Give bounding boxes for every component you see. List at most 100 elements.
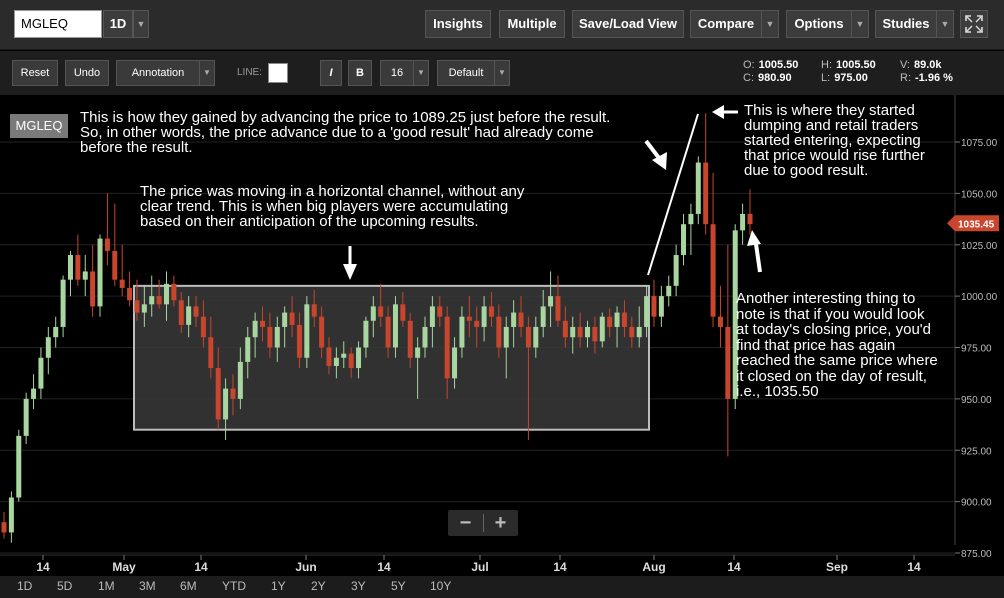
candle [193, 296, 199, 327]
annotation-closing: Another interesting thing to note is tha… [736, 291, 956, 400]
candle [208, 316, 214, 379]
studies-button[interactable]: Studies [875, 10, 937, 38]
candle-body [636, 326, 642, 338]
font-size-chevron-down-icon[interactable]: ▼ [413, 60, 429, 86]
candle [518, 296, 524, 338]
interval-chevron-down-icon[interactable]: ▼ [133, 10, 149, 38]
range-button-2y[interactable]: 2Y [311, 579, 326, 593]
candle [104, 193, 110, 266]
y-tick-label: 975.00 [961, 344, 992, 355]
range-button-3m[interactable]: 3M [139, 579, 156, 593]
range-button-1y[interactable]: 1Y [271, 579, 286, 593]
italic-button[interactable]: I [320, 60, 342, 86]
annotation-dumping-line: This is where they started [744, 102, 915, 119]
save-load-view-button[interactable]: Save/Load View [572, 10, 684, 38]
candle [163, 271, 169, 321]
candle-body [289, 312, 295, 325]
compare-chevron-down-icon[interactable]: ▼ [761, 10, 779, 38]
candle-body [666, 285, 672, 297]
candlestick-chart[interactable]: 1075.00 1050.00 1025.00 1000.00 975.00 950.00… [0, 95, 1004, 575]
insights-button[interactable]: Insights [425, 10, 491, 38]
candle-body [555, 296, 561, 321]
candle [245, 326, 251, 379]
compare-button[interactable]: Compare [690, 10, 762, 38]
range-button-6m[interactable]: 6M [180, 579, 197, 593]
candles-group [1, 113, 753, 543]
candle [466, 296, 472, 338]
interval-button[interactable]: 1D [103, 10, 133, 38]
candle-body [577, 326, 583, 338]
candle [636, 306, 642, 348]
high-label: H: [821, 59, 832, 71]
top-toolbar: MGLEQ 1D ▼ Insights Multiple Save/Load V… [0, 0, 1004, 50]
candle [378, 283, 384, 327]
candle [97, 234, 103, 317]
candle-body [503, 326, 509, 348]
y-tick-label: 1000.00 [961, 292, 998, 303]
candle [237, 347, 243, 410]
candle [400, 292, 406, 327]
candle-body [444, 316, 450, 379]
font-size-select[interactable]: 16 [380, 60, 414, 86]
candle-body [644, 296, 650, 327]
candle-body [459, 316, 465, 348]
zoom-in-button[interactable]: + [494, 512, 507, 534]
candle [444, 306, 450, 399]
candle-body [319, 316, 325, 348]
range-button-ytd[interactable]: YTD [222, 579, 246, 593]
open-value: 1005.50 [758, 59, 799, 71]
candle [60, 275, 66, 338]
studies-chevron-down-icon[interactable]: ▼ [936, 10, 954, 38]
zoom-out-button[interactable]: − [459, 512, 472, 534]
annotation-closing-line: at today's closing price, you'd [736, 321, 931, 338]
candle [585, 320, 591, 348]
annotation-select[interactable]: Annotation [116, 60, 200, 86]
low-value: 975.00 [834, 72, 868, 84]
options-chevron-down-icon[interactable]: ▼ [851, 10, 869, 38]
candle [53, 316, 59, 348]
candle-body [385, 316, 391, 348]
open-label: O: [743, 59, 755, 71]
multiple-button[interactable]: Multiple [499, 10, 565, 38]
range-button-1m[interactable]: 1M [98, 579, 115, 593]
candle [681, 213, 687, 266]
symbol-input[interactable]: MGLEQ [14, 10, 102, 38]
return-label: R: [900, 72, 911, 84]
style-chevron-down-icon[interactable]: ▼ [494, 60, 510, 86]
expand-icon[interactable] [960, 10, 988, 38]
candle-body [392, 304, 398, 348]
range-button-10y[interactable]: 10Y [430, 579, 452, 593]
candle [496, 304, 502, 358]
undo-button[interactable]: Undo [65, 60, 109, 86]
candle [171, 275, 177, 307]
range-button-1d[interactable]: 1D [17, 579, 33, 593]
bold-button[interactable]: B [348, 60, 372, 86]
line-color-swatch[interactable] [268, 63, 288, 83]
annotation-arrows [343, 105, 762, 280]
candle-body [695, 162, 701, 214]
candle [629, 316, 635, 348]
candle-body [67, 255, 73, 280]
options-button[interactable]: Options [786, 10, 852, 38]
style-select[interactable]: Default [437, 60, 495, 86]
range-button-3y[interactable]: 3Y [351, 579, 366, 593]
candle [230, 374, 236, 416]
range-button-5d[interactable]: 5D [57, 579, 73, 593]
annotation-chevron-down-icon[interactable]: ▼ [199, 60, 215, 86]
range-button-5y[interactable]: 5Y [391, 579, 406, 593]
annotation-closing-line: reached the same price where [736, 352, 938, 369]
candle-body [16, 435, 22, 498]
candle-body [429, 306, 435, 327]
candle [341, 341, 347, 369]
candle [289, 296, 295, 338]
candle-body [163, 283, 169, 305]
candle [31, 374, 37, 410]
candle [8, 491, 14, 543]
reset-button[interactable]: Reset [12, 60, 58, 86]
annotation-closing-line: it closed on the day of result, [736, 367, 927, 385]
candle-body [415, 347, 421, 358]
candle-body [717, 316, 723, 327]
x-tick-label: 14 [727, 560, 741, 574]
candle [90, 244, 96, 317]
annotation-channel-line: based on their anticipation of the upcom… [140, 213, 479, 230]
